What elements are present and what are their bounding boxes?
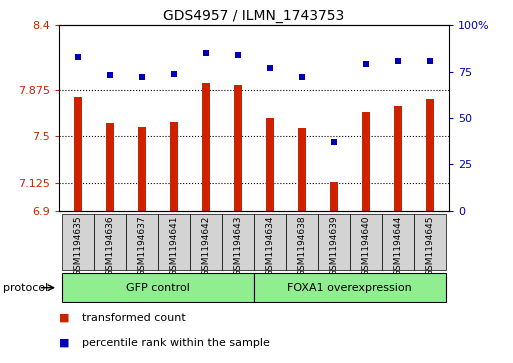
Text: GSM1194638: GSM1194638 [298,216,306,277]
Text: ■: ■ [59,338,69,348]
Text: GSM1194643: GSM1194643 [233,216,243,276]
Text: GSM1194635: GSM1194635 [74,216,83,277]
Title: GDS4957 / ILMN_1743753: GDS4957 / ILMN_1743753 [163,9,345,23]
Bar [94,214,126,270]
Bar [234,85,242,211]
Text: GSM1194634: GSM1194634 [265,216,274,276]
Text: GSM1194641: GSM1194641 [169,216,179,276]
Bar [298,128,306,211]
Bar [126,214,158,270]
Bar [190,214,222,270]
Text: GSM1194636: GSM1194636 [106,216,114,277]
Bar [62,214,94,270]
Text: GSM1194639: GSM1194639 [329,216,339,277]
Bar [318,214,350,270]
Bar [170,122,178,211]
Text: GSM1194645: GSM1194645 [425,216,434,276]
Bar [222,214,254,270]
Bar [286,214,318,270]
Text: GSM1194637: GSM1194637 [137,216,147,277]
Bar [350,214,382,270]
Text: GSM1194640: GSM1194640 [361,216,370,276]
Bar [138,127,146,211]
Bar [426,99,433,211]
Bar [106,123,114,211]
Bar [330,182,338,211]
Text: GSM1194642: GSM1194642 [202,216,210,276]
Bar [254,214,286,270]
Text: percentile rank within the sample: percentile rank within the sample [82,338,270,348]
Text: GSM1194644: GSM1194644 [393,216,402,276]
Bar [413,214,446,270]
Bar [62,273,254,302]
Bar [362,112,370,211]
Bar [158,214,190,270]
Text: GFP control: GFP control [126,283,190,293]
Bar [254,273,446,302]
Text: ■: ■ [59,313,69,323]
Bar [382,214,413,270]
Text: transformed count: transformed count [82,313,186,323]
Bar [202,83,210,211]
Bar [394,106,402,211]
Bar [266,118,274,211]
Text: protocol: protocol [3,283,48,293]
Bar [74,97,82,211]
Text: FOXA1 overexpression: FOXA1 overexpression [287,283,412,293]
